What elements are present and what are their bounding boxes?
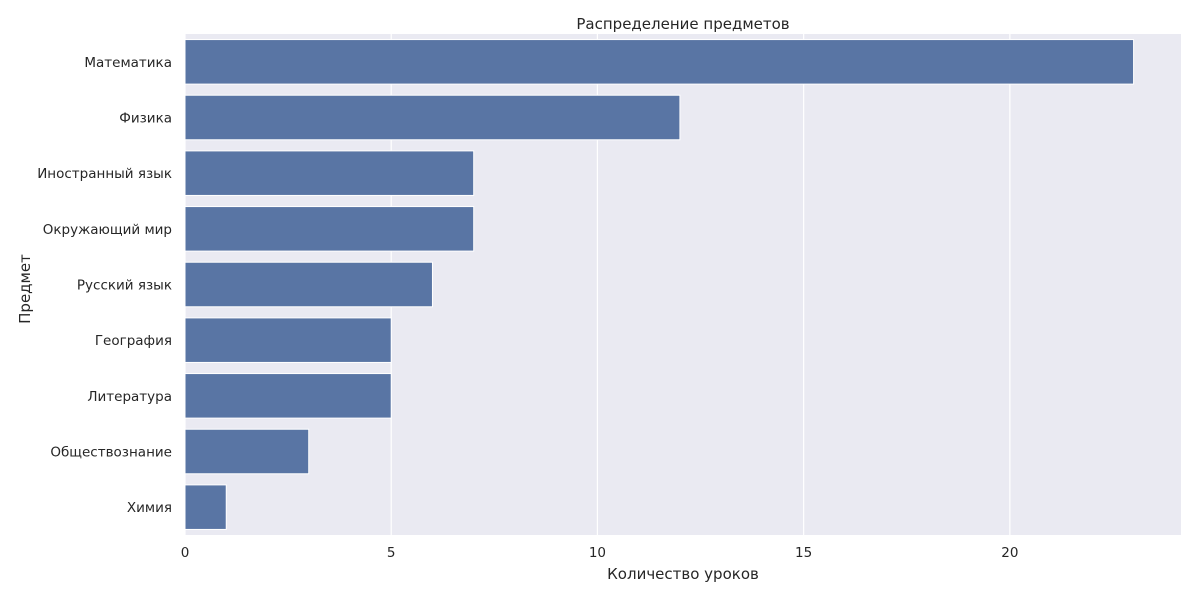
category-label: Окружающий мир bbox=[43, 222, 172, 238]
bar bbox=[184, 261, 433, 308]
category-label: Математика bbox=[84, 55, 172, 71]
category-label: География bbox=[95, 333, 172, 349]
bar bbox=[184, 428, 310, 475]
x-axis-label: Количество уроков bbox=[607, 565, 759, 583]
y-axis-label: Предмет bbox=[16, 254, 34, 324]
category-label: Обществознание bbox=[50, 445, 172, 461]
x-tick-label: 20 bbox=[1001, 545, 1018, 561]
x-tick-label: 0 bbox=[181, 545, 190, 561]
bar bbox=[184, 206, 475, 252]
category-label: Русский язык bbox=[77, 278, 172, 294]
x-tick-label: 15 bbox=[795, 545, 812, 561]
x-tick-label: 5 bbox=[387, 545, 396, 561]
category-labels: Математика Физика Иностранный язык Окружающ… bbox=[37, 55, 172, 516]
bar bbox=[184, 484, 227, 530]
bars bbox=[184, 39, 1135, 530]
x-tick-labels: 0 5 10 15 20 bbox=[181, 545, 1019, 561]
bar bbox=[184, 94, 681, 141]
category-label: Иностранный язык bbox=[37, 166, 172, 182]
category-label: Химия bbox=[127, 500, 172, 516]
bar bbox=[184, 150, 475, 196]
bar bbox=[184, 39, 1135, 85]
category-label: Литература bbox=[87, 389, 172, 405]
chart-title: Распределение предметов bbox=[576, 15, 789, 33]
bar bbox=[184, 373, 392, 419]
bar bbox=[184, 317, 392, 363]
category-label: Физика bbox=[119, 111, 172, 127]
x-tick-label: 10 bbox=[589, 545, 606, 561]
